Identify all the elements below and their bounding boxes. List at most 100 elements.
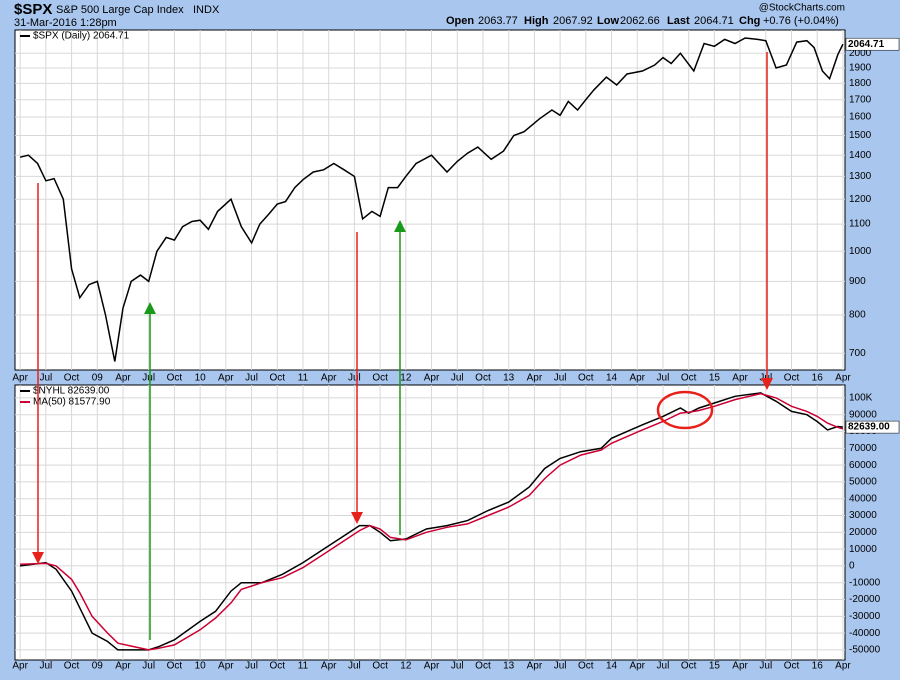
price-tag: 82639.00 (848, 422, 890, 433)
x-tick-label: 12 (400, 373, 412, 384)
x-tick-label: 12 (400, 661, 412, 672)
x-tick-label: Apr (218, 661, 234, 672)
last-label: Last (667, 15, 690, 27)
x-tick-label: Jul (554, 373, 567, 384)
y-tick-label: 1900 (849, 63, 872, 74)
x-tick-label: Oct (167, 661, 183, 672)
x-tick-label: Oct (167, 373, 183, 384)
x-tick-label: Oct (64, 373, 80, 384)
x-tick-label: Apr (218, 373, 234, 384)
x-tick-label: Jul (657, 661, 670, 672)
series-line (20, 392, 844, 651)
x-tick-label: 13 (503, 661, 515, 672)
y-tick-label: 1000 (849, 246, 872, 257)
x-tick-label: 15 (709, 373, 721, 384)
open: 2063.77 (478, 15, 518, 27)
y-tick-label: 1200 (849, 194, 872, 205)
high: 2067.92 (553, 15, 593, 27)
x-tick-label: 15 (709, 661, 721, 672)
x-tick-label: Apr (629, 373, 645, 384)
y-tick-label: 1600 (849, 112, 872, 123)
y-tick-label: 1700 (849, 94, 872, 105)
low: 2062.66 (620, 15, 660, 27)
y-tick-label: 0 (849, 561, 855, 572)
x-tick-label: Apr (835, 373, 851, 384)
x-tick-label: Oct (784, 373, 800, 384)
y-tick-label: 1800 (849, 78, 872, 89)
y-tick-label: -10000 (849, 577, 881, 588)
low-label: Low (597, 15, 619, 27)
x-tick-label: Apr (424, 661, 440, 672)
annotations (32, 52, 773, 640)
highlight-circle (656, 390, 714, 430)
x-tick-label: Oct (784, 661, 800, 672)
y-tick-label: -20000 (849, 594, 881, 605)
x-tick-label: 13 (503, 373, 515, 384)
y-tick-label: 1100 (849, 219, 871, 230)
x-tick-label: 14 (606, 373, 618, 384)
x-tick-label: Jul (142, 373, 155, 384)
x-tick-label: Apr (12, 373, 28, 384)
x-tick-label: 09 (92, 661, 104, 672)
series-line (19, 37, 844, 362)
y-tick-label: -50000 (849, 645, 881, 656)
x-tick-label: Apr (424, 373, 440, 384)
x-tick-label: Apr (629, 661, 645, 672)
x-tick-label: Oct (372, 373, 388, 384)
plots: 700 800 900 1000 1100 1200 1300 1400 1500 1600 170… (12, 29, 900, 672)
open-label: Open (446, 15, 474, 27)
y-tick-label: 800 (849, 310, 866, 321)
x-tick-label: Oct (475, 661, 491, 672)
y-tick-label: 20000 (849, 527, 877, 538)
y-tick-label: 30000 (849, 510, 877, 521)
y-tick-label: 90000 (849, 409, 877, 420)
x-tick-label: Jul (39, 661, 52, 672)
legend-label: $SPX (Daily) 2064.71 (33, 31, 130, 42)
y-tick-label: 60000 (849, 460, 877, 471)
source: @StockCharts.com (759, 3, 845, 14)
x-tick-label: Apr (527, 661, 543, 672)
x-tick-label: Oct (578, 661, 594, 672)
date: 31-Mar-2016 1:28pm (14, 17, 117, 29)
x-tick-label: Jul (245, 373, 258, 384)
high-label: High (524, 15, 549, 27)
x-tick-label: Oct (475, 373, 491, 384)
x-tick-label: Jul (245, 661, 258, 672)
index-name: S&P 500 Large Cap Index (56, 4, 184, 16)
y-tick-label: 900 (849, 276, 866, 287)
x-tick-label: Oct (269, 373, 285, 384)
legend-label: MA(50) 81577.90 (33, 397, 111, 408)
y-tick-label: 1500 (849, 130, 872, 141)
legend-label: $NYHL 82639.00 (33, 386, 110, 397)
y-tick-label: 1300 (849, 171, 872, 182)
x-tick-label: Jul (142, 661, 155, 672)
x-tick-label: Apr (527, 373, 543, 384)
exchange: INDX (193, 4, 220, 16)
x-tick-label: Apr (732, 661, 748, 672)
y-tick-label: 40000 (849, 493, 877, 504)
x-tick-label: 11 (298, 373, 309, 384)
x-tick-label: 10 (195, 661, 207, 672)
x-tick-label: 10 (195, 373, 207, 384)
last: 2064.71 (694, 15, 734, 27)
y-tick-label: 10000 (849, 544, 877, 555)
chg: +0.76 (+0.04%) (763, 15, 839, 27)
x-tick-label: Oct (681, 373, 697, 384)
x-tick-label: 11 (298, 661, 309, 672)
x-tick-label: Jul (759, 661, 772, 672)
x-tick-label: Apr (835, 661, 851, 672)
y-tick-label: 700 (849, 348, 866, 359)
x-tick-label: 16 (812, 661, 824, 672)
x-tick-label: Apr (12, 661, 28, 672)
y-tick-label: 50000 (849, 477, 877, 488)
x-tick-label: Jul (348, 661, 361, 672)
y-tick-label: -30000 (849, 611, 881, 622)
price-tag-box (845, 37, 900, 51)
price-tag-box (845, 420, 900, 434)
y-tick-label: -40000 (849, 628, 881, 639)
x-tick-label: Oct (681, 661, 697, 672)
x-tick-label: Oct (269, 661, 285, 672)
y-tick-label: 2000 (849, 48, 872, 59)
